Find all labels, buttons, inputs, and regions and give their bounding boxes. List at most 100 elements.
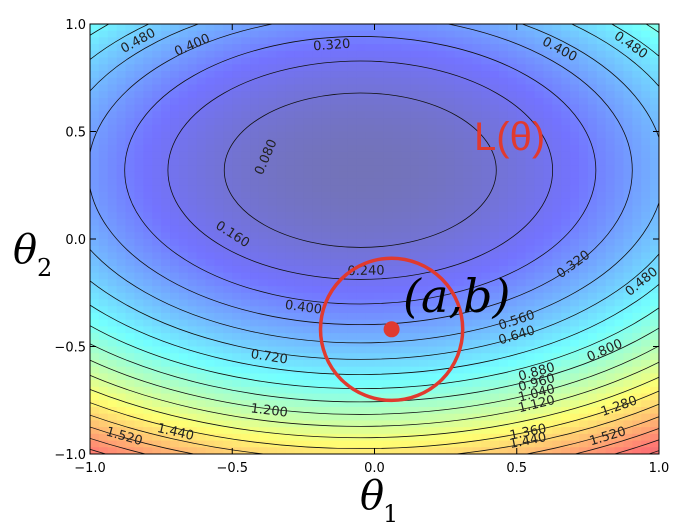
- heat-cell-1270: [258, 386, 269, 395]
- heat-cell-3586: [587, 37, 598, 45]
- heat-cell-931: [214, 259, 224, 267]
- heat-cell-2016: [365, 239, 376, 247]
- heat-cell-778: [196, 91, 207, 99]
- heat-cell-2347: [410, 312, 420, 321]
- heat-cell-3059: [507, 366, 518, 374]
- heat-cell-1746: [330, 144, 340, 153]
- heat-cell-325: [134, 57, 144, 65]
- heat-cell-3962: [632, 413, 642, 422]
- heat-cell-1061: [232, 272, 242, 280]
- heat-cell-3418: [561, 198, 571, 207]
- heat-cell-1450: [285, 306, 296, 314]
- heat-cell-176: [107, 346, 118, 354]
- heat-cell-3106: [516, 252, 527, 260]
- heat-cell-3691: [596, 312, 607, 321]
- heat-cell-3612: [587, 212, 598, 220]
- heat-cell-3252: [534, 373, 545, 381]
- heat-cell-3451: [561, 420, 571, 428]
- heat-cell-1958: [356, 279, 367, 287]
- heat-cell-3286: [543, 171, 553, 180]
- heat-cell-1678: [321, 118, 331, 126]
- heat-cell-158: [107, 225, 118, 233]
- heat-cell-782: [196, 118, 207, 126]
- heat-cell-509: [152, 433, 162, 442]
- heat-cell-501: [152, 380, 162, 388]
- heat-cell-3581: [578, 433, 589, 442]
- heat-cell-3665: [596, 138, 607, 146]
- heat-cell-2040: [365, 400, 376, 408]
- heat-cell-1909: [347, 380, 358, 388]
- heat-cell-4052: [650, 158, 659, 166]
- heat-cell-2212: [392, 265, 402, 274]
- heat-cell-567: [161, 393, 171, 401]
- heat-cell-1950: [356, 225, 367, 233]
- heat-cell-3420: [561, 212, 571, 220]
- heat-cell-1284: [267, 50, 278, 59]
- heat-cell-1245: [258, 218, 269, 227]
- heat-cell-1521: [294, 353, 304, 361]
- heat-cell-1004: [223, 319, 233, 327]
- heat-cell-4015: [641, 339, 651, 348]
- heat-cell-3019: [507, 97, 518, 106]
- heat-cell-2957: [498, 111, 509, 119]
- heat-cell-489: [152, 299, 162, 307]
- heat-cell-2075: [374, 205, 384, 213]
- heat-cell-853: [205, 165, 216, 173]
- heat-cell-3285: [543, 165, 553, 173]
- heat-cell-3090: [516, 144, 527, 153]
- heat-cell-1980: [356, 427, 367, 435]
- heat-cell-3429: [561, 272, 571, 280]
- heat-cell-3903: [623, 447, 633, 454]
- heat-cell-870: [205, 279, 216, 287]
- heat-cell-1062: [232, 279, 242, 287]
- heat-cell-329: [134, 84, 144, 92]
- heat-cell-3218: [534, 144, 545, 153]
- heat-cell-1193: [250, 299, 260, 307]
- heat-cell-2240: [401, 24, 411, 32]
- heat-cell-1463: [285, 393, 296, 401]
- heat-cell-2137: [383, 191, 393, 200]
- heat-cell-2764: [472, 104, 482, 112]
- heat-cell-566: [161, 386, 171, 395]
- heat-cell-262: [125, 64, 136, 72]
- heat-cell-422: [143, 279, 153, 287]
- heat-cell-2505: [436, 84, 447, 92]
- heat-cell-1240: [258, 185, 269, 193]
- heat-cell-3136: [525, 24, 536, 32]
- heat-cell-3466: [570, 91, 580, 99]
- heat-cell-2848: [481, 239, 491, 247]
- heat-cell-2070: [374, 171, 384, 180]
- heat-cell-4067: [650, 259, 659, 267]
- heat-cell-3958: [632, 386, 642, 395]
- heat-cell-3235: [534, 259, 545, 267]
- heat-cell-1013: [223, 380, 233, 388]
- heat-cell-2112: [383, 24, 393, 32]
- heat-cell-1485: [294, 111, 304, 119]
- heat-cell-3403: [561, 97, 571, 106]
- heat-cell-2820: [481, 50, 491, 59]
- heat-cell-2169: [383, 406, 393, 415]
- heat-cell-263: [125, 71, 136, 79]
- heat-cell-2619: [445, 420, 456, 428]
- heat-cell-2643: [454, 151, 465, 159]
- heat-cell-241: [116, 353, 127, 361]
- heat-cell-407: [143, 178, 153, 186]
- heat-cell-3467: [570, 97, 580, 106]
- heat-cell-2638: [454, 118, 465, 126]
- heat-cell-1428: [285, 158, 296, 166]
- heat-cell-372: [134, 373, 144, 381]
- heat-cell-3993: [641, 191, 651, 200]
- heat-cell-3025: [507, 138, 518, 146]
- heat-cell-3439: [561, 339, 571, 348]
- heat-cell-2186: [392, 91, 402, 99]
- heat-cell-3987: [641, 151, 651, 159]
- heat-cell-87: [98, 178, 109, 186]
- heat-cell-3257: [534, 406, 545, 415]
- heat-cell-3936: [632, 239, 642, 247]
- heat-cell-3902: [623, 440, 633, 448]
- heat-cell-1059: [232, 259, 242, 267]
- heat-cell-1234: [258, 144, 269, 153]
- heat-cell-2275: [401, 259, 411, 267]
- heat-cell-3309: [543, 326, 553, 334]
- heat-cell-3393: [561, 30, 571, 39]
